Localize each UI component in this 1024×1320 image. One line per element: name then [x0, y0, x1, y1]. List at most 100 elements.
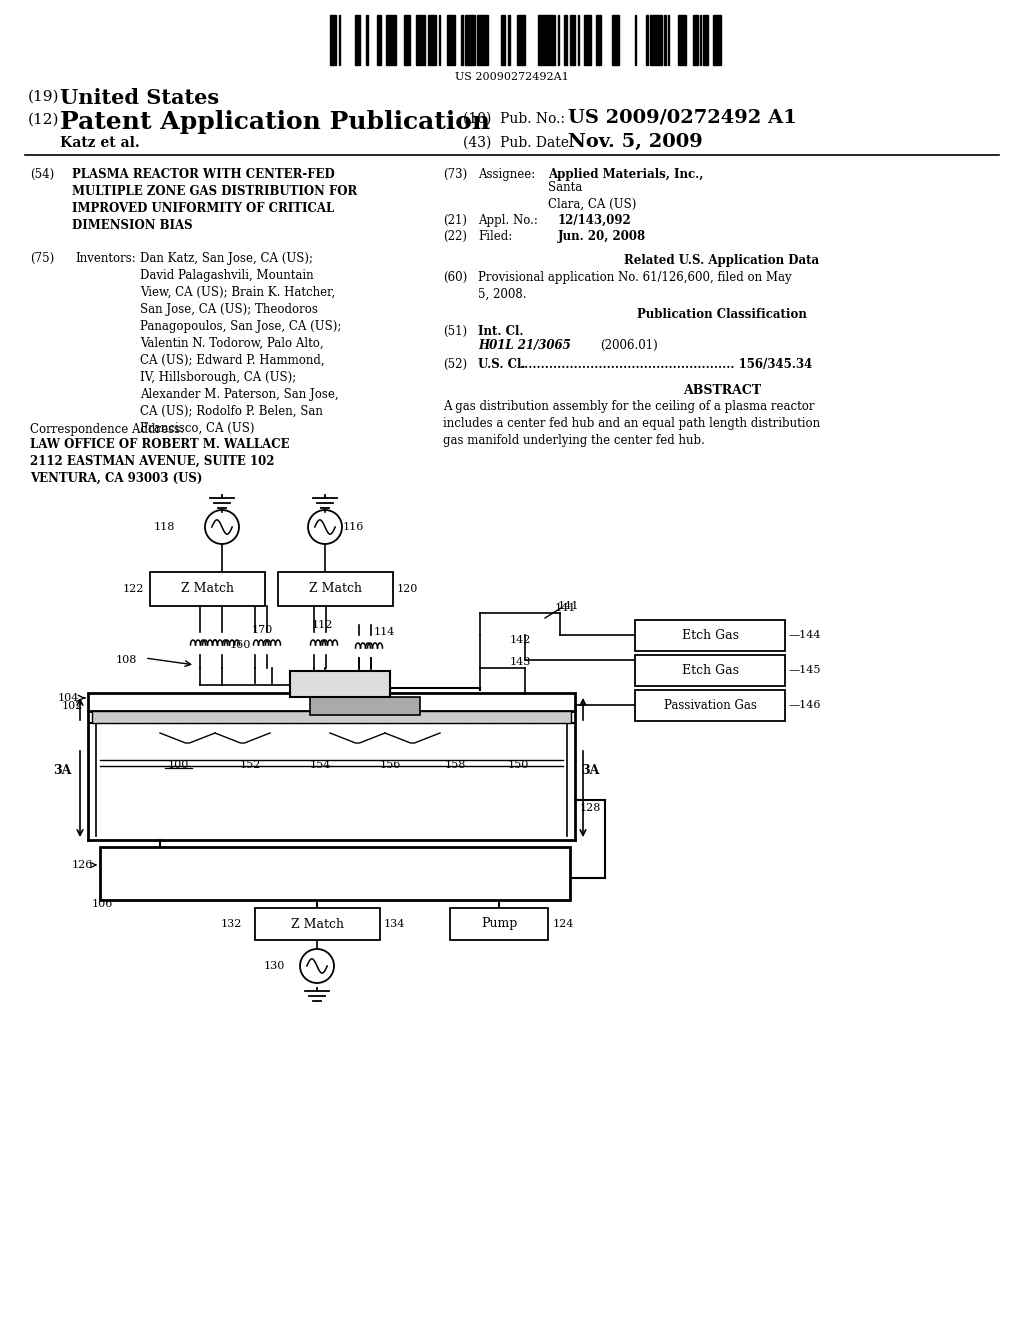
Bar — [92, 711, 571, 723]
Bar — [541, 15, 543, 65]
Bar — [635, 620, 785, 651]
Text: 12/143,092: 12/143,092 — [558, 214, 632, 227]
Text: Passivation Gas: Passivation Gas — [664, 700, 757, 711]
Text: —145: —145 — [790, 665, 821, 675]
Text: (21): (21) — [443, 214, 467, 227]
Text: Dan Katz, San Jose, CA (US);
David Palagashvili, Mountain
View, CA (US); Brain K: Dan Katz, San Jose, CA (US); David Palag… — [140, 252, 341, 436]
Text: 120: 120 — [397, 583, 419, 594]
Text: H01L 21/3065: H01L 21/3065 — [478, 339, 570, 352]
Bar — [656, 15, 659, 65]
Text: 130: 130 — [263, 961, 285, 972]
Text: LAW OFFICE OF ROBERT M. WALLACE
2112 EASTMAN AVENUE, SUITE 102
VENTURA, CA 93003: LAW OFFICE OF ROBERT M. WALLACE 2112 EAS… — [30, 438, 290, 484]
Bar — [635, 655, 785, 686]
Text: Patent Application Publication: Patent Application Publication — [60, 110, 490, 135]
Text: (52): (52) — [443, 358, 467, 371]
Bar — [481, 15, 484, 65]
Bar — [472, 15, 475, 65]
Text: U.S. Cl.: U.S. Cl. — [478, 358, 525, 371]
Bar — [332, 15, 336, 65]
Bar — [484, 15, 488, 65]
Text: Assignee:: Assignee: — [478, 168, 536, 181]
Bar — [433, 15, 435, 65]
Text: Pump: Pump — [481, 917, 517, 931]
Bar — [522, 15, 524, 65]
Bar — [416, 15, 418, 65]
Bar — [659, 15, 662, 65]
Text: 3A: 3A — [581, 763, 599, 776]
Bar — [418, 15, 420, 65]
Text: (51): (51) — [443, 325, 467, 338]
Text: 126: 126 — [72, 861, 93, 870]
Bar — [150, 572, 265, 606]
Bar — [508, 15, 510, 65]
Text: Nov. 5, 2009: Nov. 5, 2009 — [568, 133, 702, 150]
Bar — [503, 15, 505, 65]
Text: (12): (12) — [28, 114, 59, 127]
Bar — [517, 15, 519, 65]
Bar — [428, 15, 431, 65]
Text: Publication Classification: Publication Classification — [637, 308, 807, 321]
Text: 152: 152 — [240, 760, 261, 770]
Bar — [693, 15, 696, 65]
Text: 118: 118 — [154, 521, 175, 532]
Text: A gas distribution assembly for the ceiling of a plasma reactor
includes a cente: A gas distribution assembly for the ceil… — [443, 400, 820, 447]
Bar — [599, 15, 601, 65]
Bar — [551, 15, 555, 65]
Bar — [520, 15, 522, 65]
Bar — [366, 15, 368, 65]
Bar — [612, 15, 614, 65]
Text: Correspondence Address:: Correspondence Address: — [30, 422, 184, 436]
Bar — [379, 15, 381, 65]
Text: 143: 143 — [510, 657, 531, 667]
Text: ABSTRACT: ABSTRACT — [683, 384, 761, 397]
Text: 141: 141 — [558, 601, 580, 611]
Text: 132: 132 — [220, 919, 242, 929]
Bar — [100, 847, 570, 900]
Text: Appl. No.:: Appl. No.: — [478, 214, 538, 227]
Text: US 20090272492A1: US 20090272492A1 — [455, 73, 569, 82]
Bar — [538, 15, 540, 65]
Bar — [680, 15, 682, 65]
Text: 102: 102 — [62, 701, 83, 711]
Text: 141: 141 — [555, 603, 577, 612]
Text: PLASMA REACTOR WITH CENTER-FED
MULTIPLE ZONE GAS DISTRIBUTION FOR
IMPROVED UNIFO: PLASMA REACTOR WITH CENTER-FED MULTIPLE … — [72, 168, 357, 232]
Text: 134: 134 — [384, 919, 406, 929]
Bar — [461, 15, 463, 65]
Bar — [387, 15, 389, 65]
Bar — [290, 671, 390, 697]
Text: 106: 106 — [92, 899, 114, 909]
Text: Etch Gas: Etch Gas — [682, 664, 738, 677]
Bar — [616, 15, 618, 65]
Bar — [678, 15, 680, 65]
Bar — [278, 572, 393, 606]
Text: 142: 142 — [510, 635, 531, 645]
Text: 114: 114 — [374, 627, 395, 638]
Bar — [584, 15, 587, 65]
Bar — [717, 15, 721, 65]
Text: (2006.01): (2006.01) — [600, 339, 657, 352]
Bar — [88, 693, 575, 711]
Bar — [478, 15, 481, 65]
Text: 3A: 3A — [53, 763, 72, 776]
Text: Applied Materials, Inc.,: Applied Materials, Inc., — [548, 168, 703, 181]
Bar — [635, 690, 785, 721]
Text: Provisional application No. 61/126,600, filed on May
5, 2008.: Provisional application No. 61/126,600, … — [478, 271, 792, 301]
Text: Etch Gas: Etch Gas — [682, 630, 738, 642]
Bar — [501, 15, 503, 65]
Text: (75): (75) — [30, 252, 54, 265]
Bar — [310, 697, 420, 715]
Text: Z Match: Z Match — [309, 582, 362, 595]
Bar — [394, 15, 396, 65]
Text: (43)  Pub. Date:: (43) Pub. Date: — [463, 136, 573, 150]
Text: US 2009/0272492 A1: US 2009/0272492 A1 — [568, 110, 797, 127]
Text: 122: 122 — [123, 583, 144, 594]
Text: 116: 116 — [343, 521, 365, 532]
Text: United States: United States — [60, 88, 219, 108]
Text: (73): (73) — [443, 168, 467, 181]
Text: Jun. 20, 2008: Jun. 20, 2008 — [558, 230, 646, 243]
Text: 108: 108 — [116, 655, 137, 665]
Bar — [392, 15, 394, 65]
Text: 160: 160 — [230, 640, 251, 649]
Bar — [544, 15, 547, 65]
Bar — [451, 15, 453, 65]
